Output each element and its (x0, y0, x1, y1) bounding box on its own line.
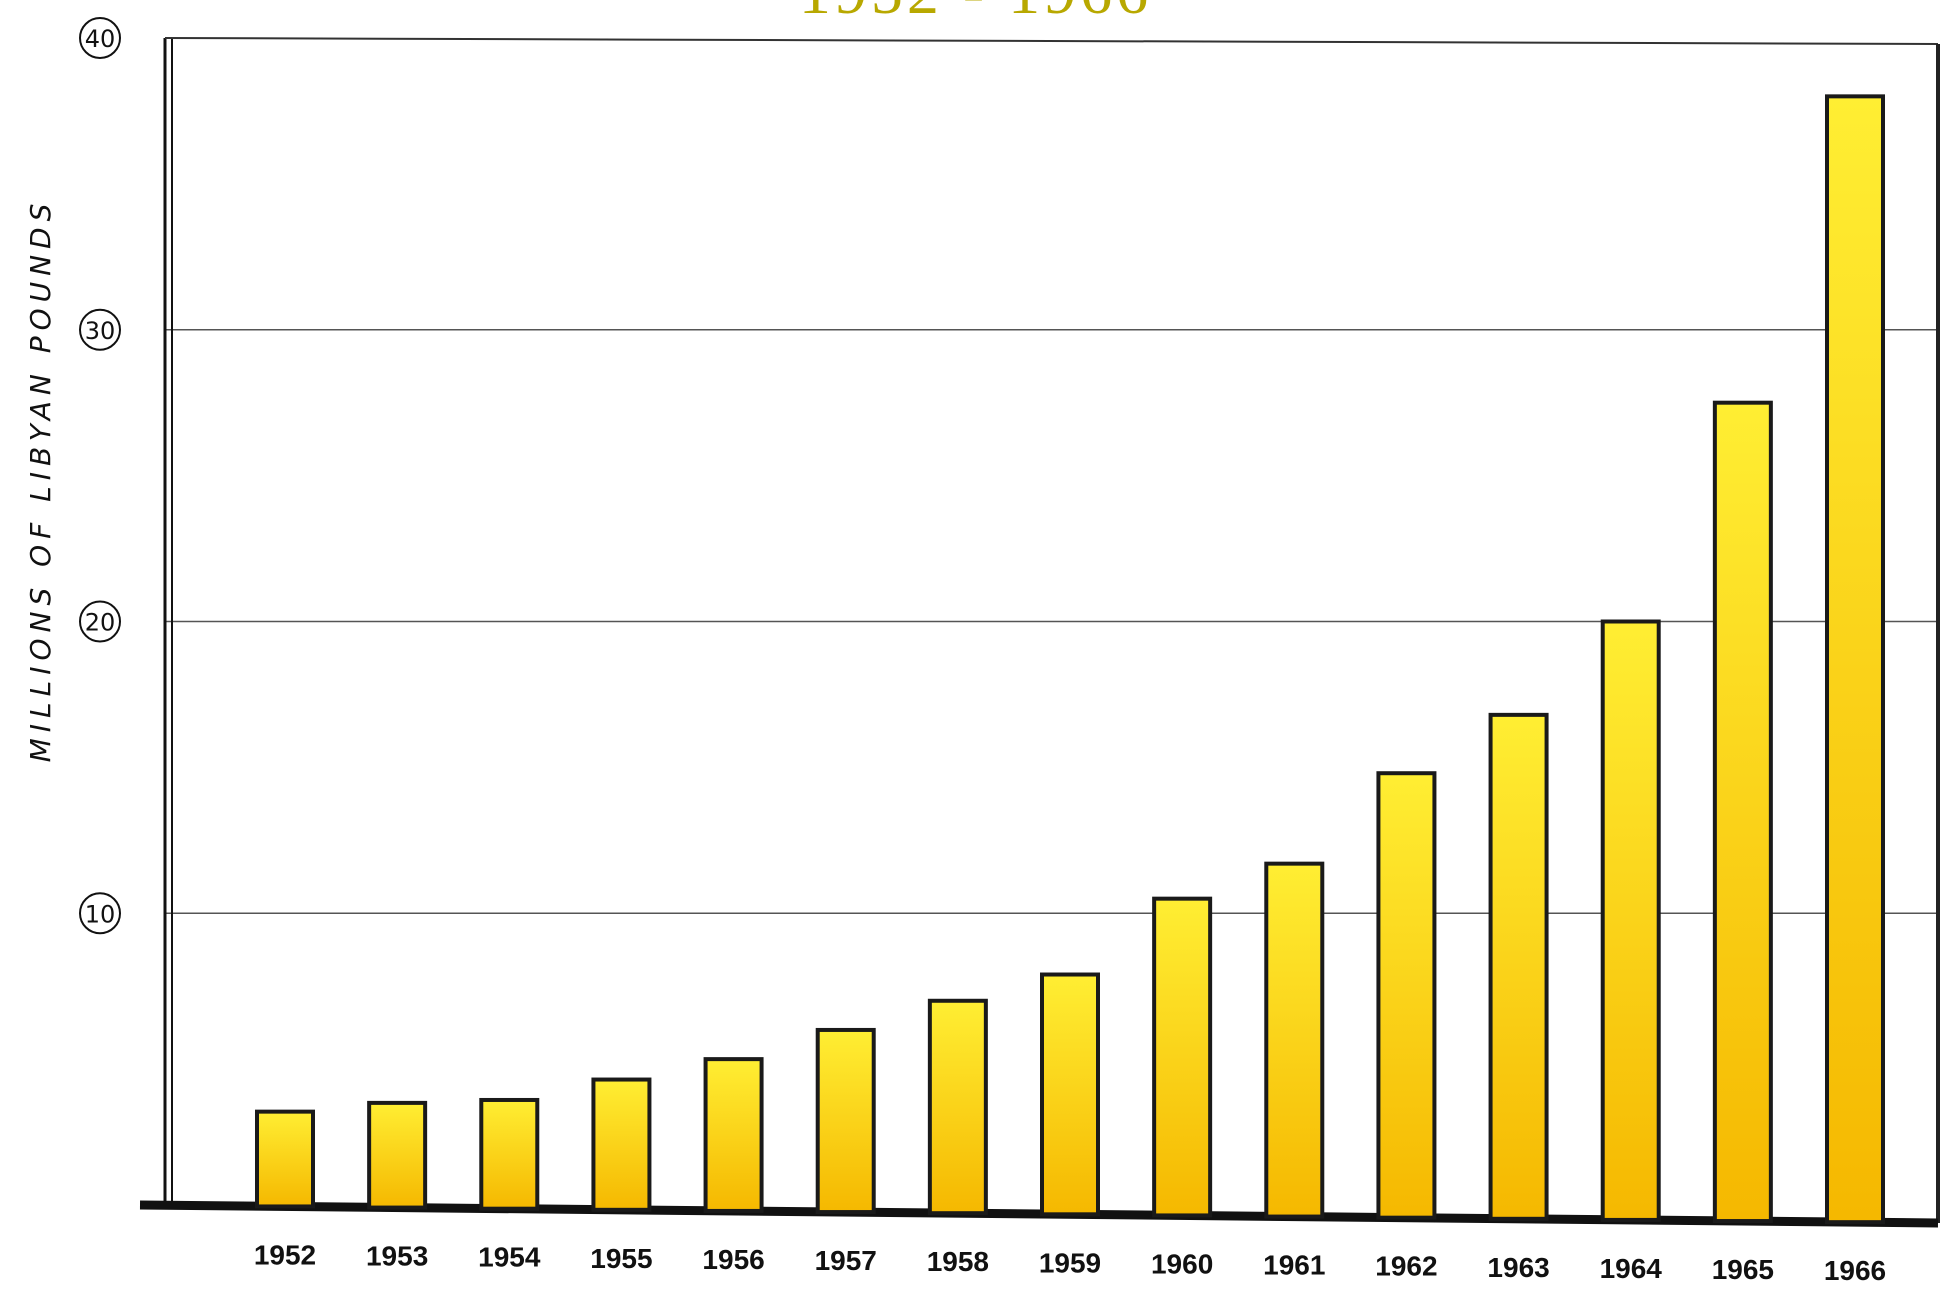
bar-1959 (1040, 972, 1100, 1217)
x-tick-label: 1959 (1039, 1247, 1101, 1278)
bars (255, 94, 1885, 1225)
y-tick-label: 10 (85, 900, 116, 928)
bar-1964 (1600, 619, 1661, 1222)
bar-1956 (703, 1057, 764, 1213)
x-tick-label: 1954 (478, 1242, 541, 1273)
bar-1957 (815, 1027, 876, 1215)
y-tick-circle (79, 308, 121, 351)
y-axis-label: MILLIONS OF LIBYAN POUNDS (24, 198, 57, 763)
x-tick-label: 1956 (702, 1244, 764, 1275)
bar-1962 (1376, 771, 1437, 1220)
x-tick-label: 1955 (590, 1243, 652, 1274)
bar-1963 (1488, 712, 1549, 1221)
y-tick-circle (79, 600, 121, 643)
y-tick-circle (79, 892, 121, 935)
axes (139, 37, 1940, 1228)
x-tick-label: 1957 (815, 1245, 877, 1276)
y-tick-label: 40 (85, 25, 116, 53)
x-tick-label: 1958 (927, 1246, 989, 1277)
x-tick-label: 1953 (366, 1241, 428, 1272)
x-tick-label: 1960 (1151, 1248, 1213, 1279)
y-tick-labels: 10 20 30 40 (79, 17, 121, 935)
x-tick-labels: 1952 1953 1954 1955 1956 1957 1958 1959 1960 1961… (254, 1239, 1886, 1286)
bar-1955 (591, 1077, 652, 1212)
bar-1954 (479, 1097, 540, 1211)
bar-1953 (367, 1100, 428, 1210)
bar-1958 (927, 998, 988, 1216)
x-tick-label: 1965 (1712, 1254, 1774, 1285)
y-tick-label: 30 (85, 317, 116, 345)
bar-1966 (1825, 94, 1885, 1225)
x-tick-label: 1952 (254, 1239, 316, 1270)
x-tick-label: 1963 (1487, 1252, 1549, 1283)
bar-1952 (255, 1109, 315, 1209)
x-tick-label: 1964 (1600, 1253, 1663, 1284)
top-border (164, 37, 1939, 45)
y-tick-label: 20 (85, 609, 116, 637)
bar-1965 (1712, 400, 1773, 1224)
chart-title: 1952 - 1966 (0, 0, 1951, 24)
bar-1960 (1152, 896, 1213, 1218)
bar-1961 (1264, 861, 1325, 1219)
gridlines (165, 329, 1938, 914)
x-tick-label: 1961 (1263, 1250, 1325, 1281)
y-tick-circle (79, 17, 121, 59)
x-tick-label: 1962 (1375, 1251, 1437, 1282)
x-tick-label: 1966 (1824, 1255, 1886, 1286)
